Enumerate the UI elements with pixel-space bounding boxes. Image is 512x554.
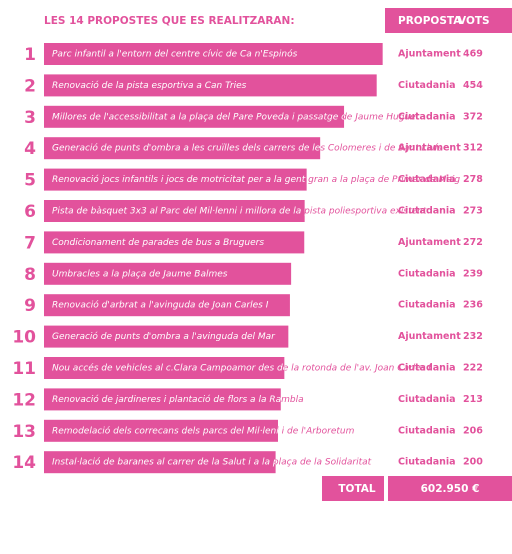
vote-count: 222 — [463, 363, 483, 374]
bar-label: Umbracles a la plaça de Jaume Balmes — [52, 269, 228, 279]
bar-label: Instal·lació de baranes al carrer de la … — [52, 457, 372, 468]
proposer: Ciutadania — [398, 268, 456, 279]
bar-label: Generació de punts d'ombra a les cruïlle… — [52, 143, 442, 154]
bar-label: Condicionament de parades de bus a Brugu… — [52, 238, 264, 248]
bar — [44, 74, 377, 97]
rank: 11 — [12, 359, 36, 379]
rank: 10 — [12, 328, 36, 348]
bar — [44, 388, 281, 411]
proposer: Ciutadania — [398, 425, 456, 436]
proposer: Ajuntament — [398, 331, 461, 342]
proposer: Ajuntament — [398, 143, 461, 154]
vote-count: 469 — [463, 49, 483, 60]
proposer: Ciutadania — [398, 206, 456, 217]
vote-count: 200 — [463, 457, 483, 468]
vote-count: 239 — [463, 268, 483, 279]
bar-label: Generació de punts d'ombra a l'avinguda … — [52, 331, 276, 342]
bar-label: Parc infantil a l'entorn del centre cívi… — [52, 49, 298, 60]
bar-label: Renovació jocs infantils i jocs de motri… — [52, 174, 460, 185]
bar — [44, 419, 278, 442]
bar — [44, 105, 345, 128]
vote-count: 372 — [463, 111, 483, 122]
bar-label: Instal·lació de baranes al carrer de la … — [52, 457, 372, 468]
total-label: TOTAL — [338, 483, 376, 495]
bar — [44, 231, 305, 254]
proposer: Ciutadania — [398, 394, 456, 405]
rank: 14 — [12, 453, 36, 473]
bar — [44, 200, 305, 222]
vote-count: 272 — [463, 237, 483, 248]
bar-label: Renovació jocs infantils i jocs de motri… — [52, 174, 460, 185]
bar-label: Condicionament de parades de bus a Brugu… — [52, 238, 264, 248]
rank: 7 — [24, 233, 36, 253]
vote-count: 206 — [463, 425, 483, 436]
vote-count: 236 — [463, 300, 483, 311]
bar — [44, 168, 307, 191]
bar — [44, 43, 383, 65]
bar-label: Remodelació dels correcans dels parcs de… — [52, 425, 355, 436]
bar-label: Renovació d'arbrat a l'avinguda de Joan … — [52, 300, 269, 311]
bar-label: Renovació de jardineres i plantació de f… — [52, 394, 304, 405]
vote-count: 312 — [463, 143, 483, 154]
proposer: Ciutadania — [398, 363, 456, 374]
bar — [44, 325, 289, 348]
chart-title: LES 14 PROPOSTES QUE ES REALITZARAN: — [44, 15, 295, 27]
rank: 12 — [12, 390, 36, 410]
bar-label: Generació de punts d'ombra a les cruïlle… — [52, 143, 442, 154]
proposer: Ciutadania — [398, 80, 456, 91]
proposer: Ciutadania — [398, 111, 456, 122]
rank: 1 — [24, 45, 36, 65]
rank: 8 — [24, 265, 36, 285]
proposer: Ciutadania — [398, 300, 456, 311]
total-value: 602.950 € — [421, 483, 480, 495]
rank: 3 — [24, 108, 36, 128]
header-votes: VOTS — [458, 15, 490, 27]
bar-label: Umbracles a la plaça de Jaume Balmes — [52, 269, 228, 279]
bar-label: Remodelació dels correcans dels parcs de… — [52, 425, 355, 436]
vote-count: 232 — [463, 331, 483, 342]
bar-label: Pista de bàsquet 3x3 al Parc del Mil·len… — [52, 207, 427, 217]
bar-label: Nou accés de vehicles al c.Clara Campoam… — [52, 363, 431, 374]
vote-count: 273 — [463, 206, 483, 217]
bar — [44, 357, 285, 379]
rank: 13 — [12, 422, 36, 442]
bar — [44, 137, 321, 160]
bar-label: Renovació de la pista esportiva a Can Tr… — [52, 80, 247, 91]
bar-label: Nou accés de vehicles al c.Clara Campoam… — [52, 363, 431, 374]
bar-label: Renovació de jardineres i plantació de f… — [52, 394, 304, 405]
bar — [44, 451, 276, 474]
header-box — [385, 8, 512, 33]
vote-count: 278 — [463, 174, 483, 185]
vote-count: 454 — [463, 80, 483, 91]
rank: 2 — [24, 76, 36, 96]
rank: 6 — [24, 202, 36, 222]
proposer: Ciutadania — [398, 174, 456, 185]
proposer: Ajuntament — [398, 49, 461, 60]
rank: 9 — [24, 296, 36, 316]
bar-label: Pista de bàsquet 3x3 al Parc del Mil·len… — [52, 207, 427, 217]
total-box — [388, 476, 512, 501]
header-proposer: PROPOSTA — [398, 15, 462, 27]
bar-label: Generació de punts d'ombra a l'avinguda … — [52, 331, 276, 342]
proposer: Ciutadania — [398, 457, 456, 468]
rank: 4 — [24, 139, 36, 159]
proposer: Ajuntament — [398, 237, 461, 248]
bar — [44, 262, 292, 285]
bar-label: Millores de l'accessibilitat a la plaça … — [52, 112, 420, 122]
bar-label: Renovació de la pista esportiva a Can Tr… — [52, 80, 247, 91]
bar-label: Millores de l'accessibilitat a la plaça … — [52, 112, 420, 122]
total-box — [322, 476, 384, 501]
bar — [44, 294, 290, 317]
rank: 5 — [24, 171, 36, 191]
bar-label: Renovació d'arbrat a l'avinguda de Joan … — [52, 300, 269, 311]
vote-count: 213 — [463, 394, 483, 405]
bar-label: Parc infantil a l'entorn del centre cívi… — [52, 49, 298, 60]
